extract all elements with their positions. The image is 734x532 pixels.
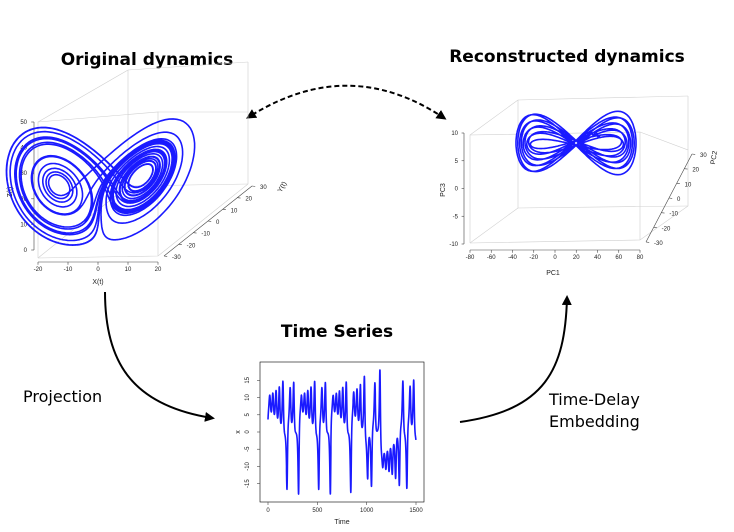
original-z-tick-label: 50: [20, 120, 27, 126]
reconstructed-y-axis-label: PC2: [710, 150, 719, 165]
time-series-y-tick-label: -5: [245, 446, 251, 452]
original-x-axis-label: X(t): [92, 279, 103, 286]
time-series-y-tick-label: -10: [245, 461, 251, 470]
time-series-x-tick-label: 0: [266, 508, 270, 514]
projection-label: Projection: [23, 387, 102, 406]
reconstructed-y-tick-label: 20: [692, 168, 699, 174]
original-x-tick-label: 0: [96, 267, 100, 273]
reconstructed-x-ticks: -80 -60 -40 -20 0 20 40 60 80: [466, 250, 644, 261]
original-z-tick-label: 0: [24, 248, 28, 254]
time-series-plot: 0 500 1000 1500 -15 -10 -5 0 5 10 15 Time x: [235, 361, 425, 526]
reconstructed-x-axis-label: PC1: [546, 270, 560, 277]
time-series-y-tick-label: 0: [245, 430, 251, 434]
reconstructed-y-tick-label: 10: [685, 182, 692, 188]
original-y-tick-label: 10: [231, 208, 238, 214]
reconstructed-y-ticks: -30 -20 -10 0 10 20 30: [645, 153, 707, 247]
reconstructed-x-tick-label: -60: [487, 255, 496, 261]
time-series-x-ticks: 0 500 1000 1500: [266, 502, 423, 514]
time-series-x-tick-label: 500: [312, 508, 323, 514]
original-z-tick-label: 20: [20, 197, 27, 203]
original-y-tick-label: -10: [201, 232, 210, 238]
reconstructed-z-tick-label: 10: [451, 131, 458, 137]
time-series-x-tick-label: 1500: [409, 508, 423, 514]
original-z-axis-label: Z(t): [7, 187, 14, 198]
reconstructed-y-tick-label: -30: [654, 241, 663, 247]
original-dynamics-title: Original dynamics: [61, 50, 234, 70]
original-x-ticks: -20 -10 0 10 20: [34, 262, 162, 273]
original-y-tick-label: -20: [187, 243, 196, 249]
time-series-title: Time Series: [281, 322, 393, 342]
reconstructed-x-tick-label: 0: [553, 255, 557, 261]
original-y-tick-label: 0: [216, 220, 220, 226]
reconstructed-x-tick-label: 80: [637, 255, 644, 261]
reconstructed-plot-box: [469, 95, 689, 244]
reconstructed-y-tick-label: 0: [677, 197, 681, 203]
reconstructed-z-tick-label: -10: [449, 242, 458, 248]
time-series-x-label: Time: [334, 519, 349, 526]
reconstructed-z-ticks: -10 -5 0 5 10: [449, 131, 464, 248]
original-y-tick-label: 30: [260, 185, 267, 191]
embedding-label-line1: Time-Delay: [548, 390, 640, 409]
reconstructed-z-tick-label: 5: [455, 159, 459, 165]
time-series-y-tick-label: 10: [245, 394, 251, 401]
time-series-y-tick-label: 5: [245, 412, 251, 416]
time-series-y-ticks: -15 -10 -5 0 5 10 15: [245, 376, 260, 488]
reconstructed-x-tick-label: 60: [615, 255, 622, 261]
original-y-tick-label: 20: [245, 197, 252, 203]
time-series-line: [267, 369, 417, 495]
original-z-tick-label: 30: [20, 171, 27, 177]
original-z-tick-label: 10: [20, 222, 27, 228]
original-y-ticks: -30 -20 -10 0 10 20 30: [163, 185, 267, 261]
original-x-tick-label: 10: [125, 267, 132, 273]
time-series-y-tick-label: 15: [245, 376, 251, 383]
time-series-y-label: x: [235, 430, 242, 434]
reconstructed-z-axis-label: PC3: [440, 183, 447, 197]
dashed-equivalence-arrow: [246, 84, 447, 120]
reconstructed-y-tick-label: 30: [700, 153, 707, 159]
reconstructed-dynamics-title: Reconstructed dynamics: [449, 47, 685, 67]
time-series-y-tick-label: -15: [245, 479, 251, 488]
embedding-arrow: [459, 295, 572, 423]
original-x-tick-label: -10: [64, 267, 73, 273]
embedding-label-line2: Embedding: [549, 412, 640, 431]
reconstructed-y-tick-label: -10: [669, 212, 678, 218]
original-x-tick-label: -20: [34, 267, 43, 273]
reconstructed-y-tick-label: -20: [662, 226, 671, 232]
reconstructed-x-tick-label: -40: [508, 255, 517, 261]
original-y-tick-label: -30: [172, 255, 181, 261]
reconstructed-x-tick-label: 40: [594, 255, 601, 261]
reconstructed-3d-plot: -10 -5 0 5 10 -80 -60 -40 -20 0 20 40 60 80 -30 -20 -1…: [440, 95, 719, 277]
original-lorenz-trajectory: [5, 118, 196, 246]
time-series-x-tick-label: 1000: [360, 508, 374, 514]
reconstructed-z-tick-label: 0: [455, 187, 459, 193]
projection-arrow: [104, 291, 215, 422]
reconstructed-trajectory: [515, 110, 637, 176]
original-plot-box: [37, 61, 249, 259]
reconstructed-x-tick-label: -20: [529, 255, 538, 261]
original-x-tick-label: 20: [155, 267, 162, 273]
reconstructed-x-tick-label: 20: [573, 255, 580, 261]
original-y-axis-label: Y(t): [277, 181, 289, 194]
reconstructed-z-tick-label: -5: [453, 214, 459, 220]
reconstructed-x-tick-label: -80: [466, 255, 475, 261]
